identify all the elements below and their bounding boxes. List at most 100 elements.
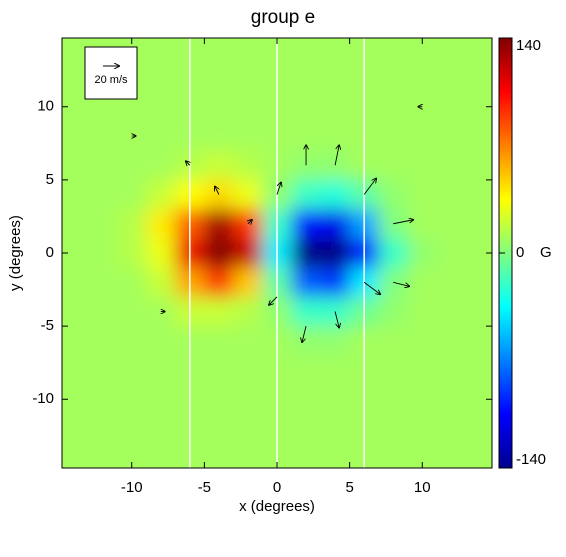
heat-cell [233,267,263,297]
heat-cell [465,296,492,327]
heat-cell [378,179,408,210]
heat-cell [146,413,176,468]
heat-cell [117,267,147,297]
heat-cell [291,355,321,385]
heat-cell [62,179,89,210]
heat-cell [291,209,321,239]
heat-cell [117,238,147,268]
heat-cell [436,150,466,180]
heat-cell [291,38,321,93]
heat-cell [407,179,437,210]
heat-cell [436,413,466,468]
heat-cell [407,296,437,327]
heat-cell [436,326,466,356]
heat-cell [204,238,234,268]
x-tick-label: -10 [121,479,143,496]
heat-cell [465,150,492,180]
heat-cell [117,355,147,385]
velocity-arrow [215,186,219,195]
heat-cell [233,238,263,268]
velocity-arrow [276,182,281,195]
heat-cell [88,150,118,180]
chart-title: group e [251,7,315,28]
velocity-arrow [363,281,380,294]
vector-key-box [84,46,138,100]
colorbar-tick-label: -140 [516,451,546,468]
heat-cell [233,355,263,385]
heat-cell [407,413,437,468]
x-axis-label: x (degrees) [239,498,315,515]
heat-cell [88,413,118,468]
heat-cell [465,267,492,297]
heat-cell [407,38,437,93]
heat-cell [62,413,89,468]
heat-cell [233,179,263,210]
heat-cell [146,267,176,297]
heat-cell [436,384,466,414]
heat-cell [436,209,466,239]
heat-cell [62,296,89,327]
heat-cell [62,267,89,297]
heat-cell [320,121,350,151]
x-tick-label: 10 [414,479,431,496]
heat-cell [407,238,437,268]
heat-cell [320,326,350,356]
colorbar-label: G [540,244,552,261]
heat-cell [436,92,466,122]
heat-cell [146,355,176,385]
heat-cell [378,355,408,385]
heat-cell [233,413,263,468]
heat-cell [117,384,147,414]
heat-cell [436,267,466,297]
heat-cell [436,179,466,210]
heat-cell [204,38,234,93]
heat-cell [320,92,350,122]
heat-cell [233,296,263,327]
heat-cell [378,38,408,93]
heat-cell [407,326,437,356]
heat-cell [291,92,321,122]
heat-cell [146,384,176,414]
heat-cell [233,92,263,122]
heat-cell [88,179,118,210]
heat-cell [320,209,350,239]
y-tick-label: 10 [37,98,54,115]
heat-cell [146,121,176,151]
y-axis-label: y (degrees) [7,215,24,291]
heat-cell [320,384,350,414]
heat-cell [62,150,89,180]
heat-cell [407,384,437,414]
heat-cell [465,326,492,356]
heat-cell [407,267,437,297]
heat-cell [320,238,350,268]
heat-cell [378,209,408,239]
heat-cell [117,296,147,327]
heat-cell [291,384,321,414]
heat-cell [465,355,492,385]
heat-cell [436,296,466,327]
heat-cell [465,38,492,93]
velocity-arrow [334,145,339,166]
velocity-arrow [248,220,252,224]
heat-cell [204,92,234,122]
velocity-arrow [186,161,190,165]
heat-cell [88,267,118,297]
heat-cell [320,38,350,93]
heat-cell [465,179,492,210]
y-tick-label: -5 [41,317,54,334]
heat-cell [378,92,408,122]
heat-cell [146,179,176,210]
heat-cell [146,150,176,180]
y-tick-label: 5 [46,171,54,188]
heat-cell [204,150,234,180]
heat-cell [291,326,321,356]
heat-cell [436,121,466,151]
heat-cell [233,150,263,180]
heat-cell [378,326,408,356]
heat-cell [320,267,350,297]
heat-cell [407,121,437,151]
heat-cell [320,413,350,468]
heat-cell [117,179,147,210]
heat-cell [204,413,234,468]
